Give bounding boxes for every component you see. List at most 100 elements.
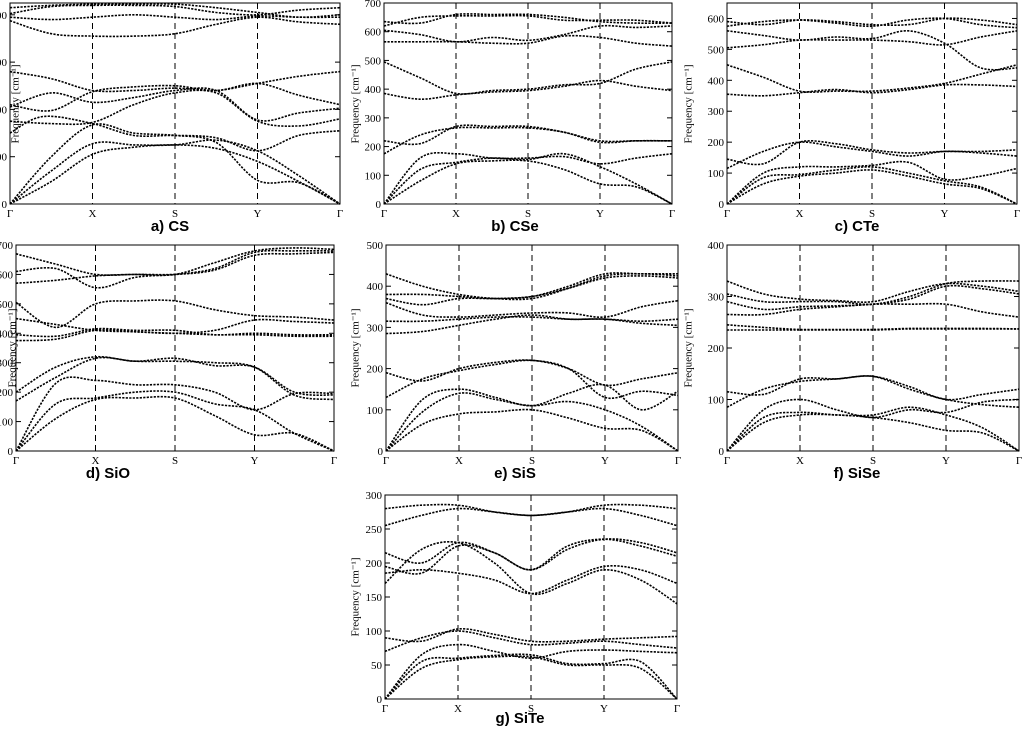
y-tick-label: 400 <box>708 75 725 87</box>
phonon-band <box>726 160 1018 205</box>
phonon-band <box>15 247 335 277</box>
phonon-band <box>15 376 334 452</box>
phonon-band <box>9 14 340 21</box>
phonon-band <box>384 34 673 47</box>
phonon-band <box>9 82 341 112</box>
y-tick-label: 600 <box>0 57 8 69</box>
phonon-band <box>385 383 679 452</box>
x-tick-label: X <box>455 455 463 467</box>
y-tick-label: 200 <box>0 152 8 164</box>
phonon-band <box>384 630 678 653</box>
y-tick-label: 100 <box>0 417 14 429</box>
y-tick-label: 400 <box>365 84 382 96</box>
y-tick-label: 0 <box>376 199 382 211</box>
y-tick-label: 100 <box>366 626 383 638</box>
x-tick-label: Γ <box>7 208 13 220</box>
panel-caption: b) CSe <box>491 218 539 235</box>
panel-caption: e) SiS <box>494 465 536 482</box>
plot-frame <box>15 244 335 452</box>
phonon-band <box>385 359 679 399</box>
phonon-band <box>9 89 341 127</box>
panel-caption: g) SiTe <box>495 710 545 727</box>
x-tick-label: Y <box>601 455 609 467</box>
x-tick-label: S <box>869 208 875 220</box>
phonon-band <box>16 329 334 342</box>
y-tick-label: 0 <box>719 446 725 458</box>
phonon-band <box>384 628 678 643</box>
plot-frame <box>383 2 673 205</box>
x-tick-label: Γ <box>331 455 337 467</box>
y-tick-label: 600 <box>0 269 14 281</box>
x-tick-label: S <box>172 455 178 467</box>
y-tick-label: 0 <box>2 199 8 211</box>
phonon-band <box>9 115 341 152</box>
phonon-band <box>726 83 1018 97</box>
y-tick-label: 500 <box>365 55 382 67</box>
y-tick-label: 600 <box>708 13 725 25</box>
phonon-band <box>16 327 334 338</box>
y-axis-label: Frequency [cm⁻¹] <box>349 557 362 637</box>
y-tick-label: 100 <box>365 170 382 182</box>
x-tick-label: Γ <box>724 208 730 220</box>
phonon-band <box>384 538 678 571</box>
phonon-band <box>384 655 678 700</box>
y-tick-label: 200 <box>708 137 725 149</box>
x-tick-label: Γ <box>382 703 388 715</box>
x-tick-label: Y <box>600 703 608 715</box>
panel-caption: c) CTe <box>834 218 880 235</box>
phonon-band <box>384 653 678 700</box>
y-tick-label: 400 <box>0 328 14 340</box>
phonon-band <box>726 375 1020 408</box>
plot-frame <box>726 2 1018 205</box>
phonon-band <box>9 16 341 38</box>
phonon-band <box>726 413 1020 452</box>
phonon-band <box>726 406 1020 452</box>
y-tick-label: 50 <box>371 660 383 672</box>
phonon-band <box>726 280 1020 303</box>
phonon-band <box>384 503 678 517</box>
y-tick-label: 200 <box>367 364 384 376</box>
x-tick-label: Y <box>254 208 262 220</box>
phonon-band <box>385 314 678 335</box>
panel-caption: a) CS <box>150 218 190 235</box>
phonon-band <box>9 139 341 205</box>
x-tick-label: Γ <box>13 455 19 467</box>
x-tick-label: X <box>452 208 460 220</box>
phonon-band <box>726 30 1018 49</box>
y-tick-label: 200 <box>365 142 382 154</box>
y-tick-label: 300 <box>0 358 14 370</box>
phonon-band <box>383 152 673 205</box>
phonon-band <box>385 299 679 318</box>
y-tick-label: 0 <box>8 446 14 458</box>
y-tick-label: 200 <box>366 558 383 570</box>
x-tick-label: Γ <box>675 455 681 467</box>
phonon-band <box>383 14 673 27</box>
y-tick-label: 300 <box>365 113 382 125</box>
x-tick-label: X <box>796 455 804 467</box>
phonon-band <box>383 24 672 43</box>
y-tick-label: 600 <box>365 27 382 39</box>
y-tick-label: 500 <box>367 240 384 252</box>
y-tick-label: 250 <box>366 524 383 536</box>
x-tick-label: S <box>870 455 876 467</box>
phonon-band <box>386 316 679 323</box>
x-tick-label: S <box>525 208 531 220</box>
y-tick-label: 300 <box>367 322 384 334</box>
phonon-band <box>384 13 672 25</box>
phonon-band <box>383 159 673 205</box>
x-tick-label: Γ <box>669 208 675 220</box>
x-tick-label: S <box>528 703 534 715</box>
y-tick-label: 400 <box>0 104 8 116</box>
y-tick-label: 300 <box>708 292 725 304</box>
y-tick-label: 0 <box>378 446 384 458</box>
x-tick-label: Y <box>596 208 604 220</box>
x-tick-label: Y <box>942 455 950 467</box>
phonon-band <box>15 355 335 396</box>
x-tick-label: S <box>172 208 178 220</box>
phonon-band <box>15 356 335 402</box>
phonon-band <box>9 144 341 205</box>
